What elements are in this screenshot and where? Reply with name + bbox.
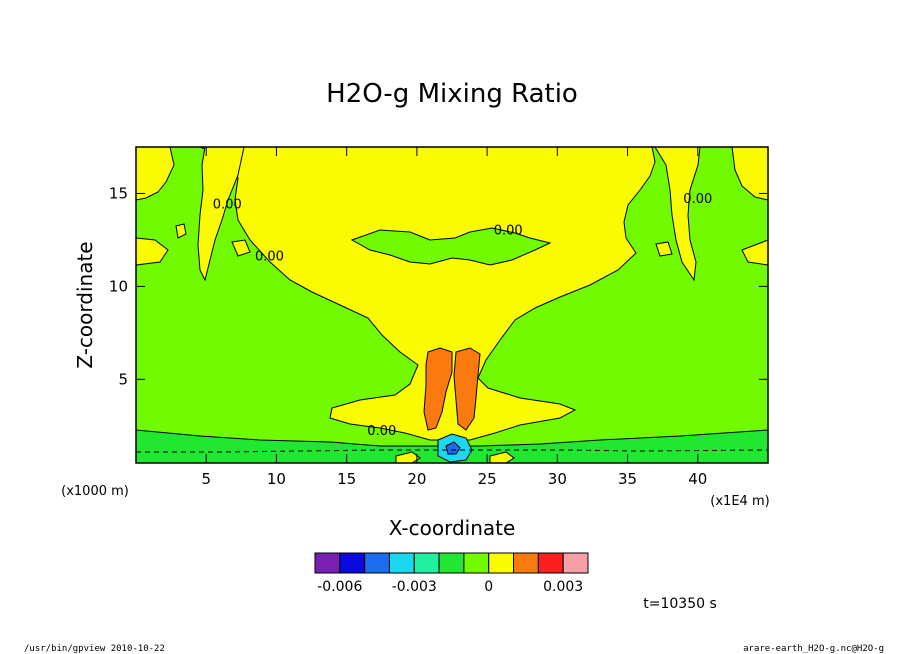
colorbar-swatch [537, 552, 564, 574]
region-upper-yellow [199, 146, 656, 441]
colorbar-swatch [513, 552, 539, 574]
y-tick-label: 5 [118, 370, 128, 388]
colorbar-tick-label: 0.003 [543, 579, 583, 595]
colorbar-tick-label: -0.003 [392, 579, 437, 595]
contour-label: 0.00 [683, 192, 712, 207]
region-surface-yellow-right [489, 451, 515, 464]
x-unit-label: (x1E4 m) [710, 494, 769, 509]
y-tick-label: 15 [109, 184, 128, 202]
x-tick-label: 10 [267, 470, 286, 488]
contour-label: 0.00 [494, 223, 523, 238]
region-orange-plume-right [453, 347, 481, 431]
x-axis: 5 10 15 20 25 30 35 40 [201, 147, 707, 488]
contour-ring-mid-left [231, 239, 251, 257]
colorbar-swatch [314, 552, 341, 574]
time-label: t=10350 s [643, 596, 717, 612]
contour-ring-left [175, 223, 187, 239]
colorbar-swatch [488, 552, 515, 574]
colorbar: -0.006 -0.003 0 0.003 [314, 552, 589, 595]
colorbar-swatch [413, 552, 440, 574]
colorbar-tick-label: -0.006 [317, 579, 362, 595]
contour-labels: 0.00 0.00 0.00 0.00 0.00 [213, 192, 712, 439]
region-green-pocket [350, 227, 552, 266]
contour-ring-right [655, 241, 673, 257]
x-tick-label: 15 [337, 470, 356, 488]
contour-label: 0.00 [255, 249, 284, 264]
region-left-yellow-3 [197, 146, 245, 282]
y-tick-label: 10 [109, 277, 128, 295]
colorbar-swatch [388, 552, 415, 574]
region-left-yellow-1 [135, 146, 175, 201]
x-tick-label: 25 [478, 470, 497, 488]
plot-frame [135, 146, 769, 464]
footer-left: /usr/bin/gpview 2010-10-22 [24, 644, 165, 654]
region-right-yellow-3 [654, 146, 701, 282]
y-unit-label: (x1000 m) [61, 484, 129, 499]
colorbar-swatch [364, 552, 390, 574]
colorbar-swatch [438, 552, 465, 574]
colorbar-swatch [339, 552, 366, 574]
colorbar-swatch [562, 552, 589, 574]
x-tick-label: 5 [201, 470, 211, 488]
colorbar-swatch [463, 552, 490, 574]
y-axis: 5 10 15 [109, 184, 768, 388]
x-tick-label: 20 [407, 470, 426, 488]
footer-right: arare-earth_H2O-g.nc@H2O-g [743, 644, 884, 654]
x-tick-label: 40 [688, 470, 707, 488]
x-tick-label: 30 [548, 470, 567, 488]
y-axis-label: Z-coordinate [73, 241, 97, 368]
region-surface-yellow-left [395, 451, 421, 464]
chart-title: H2O-g Mixing Ratio [326, 79, 578, 109]
region-orange-plume-left [423, 347, 453, 431]
contour-label: 0.00 [213, 197, 242, 212]
region-blue-core [445, 441, 461, 455]
plot-area: 0.00 0.00 0.00 0.00 0.00 [135, 146, 769, 464]
x-axis-label: X-coordinate [389, 516, 516, 540]
colorbar-tick-label: 0 [484, 579, 493, 595]
x-tick-label: 35 [618, 470, 637, 488]
contour-dashed-surface [136, 449, 769, 453]
contour-label: 0.00 [367, 424, 396, 439]
